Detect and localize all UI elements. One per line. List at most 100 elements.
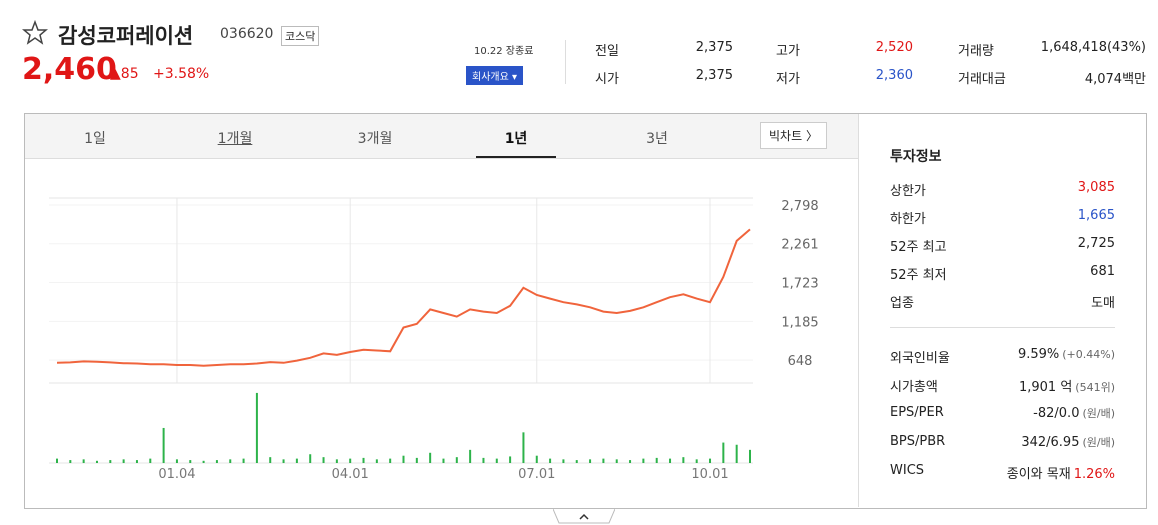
volume-bar bbox=[709, 458, 712, 463]
price-line bbox=[56, 228, 751, 367]
volume-bar bbox=[415, 457, 418, 463]
volume-bar bbox=[615, 459, 618, 463]
invest-number: 681 bbox=[1090, 264, 1115, 279]
invest-extra: (+0.44%) bbox=[1062, 348, 1115, 361]
volume-bar bbox=[562, 459, 565, 463]
invest-row: BPS/PBR 342/6.95 (원/배) bbox=[890, 434, 1115, 450]
tab[interactable]: 1년 bbox=[504, 131, 528, 147]
volume-bar bbox=[522, 432, 525, 463]
volume-bar bbox=[589, 459, 592, 463]
volume-bar bbox=[309, 454, 312, 463]
invest-value: 681 bbox=[1090, 264, 1115, 283]
quote-value: 4,074백만 bbox=[1084, 72, 1146, 87]
volume-bar bbox=[669, 458, 672, 463]
invest-number: 9.59% bbox=[1017, 347, 1060, 362]
quote-value: 2,375 bbox=[695, 40, 733, 55]
company-button[interactable]: 회사개요 ▾ bbox=[466, 66, 524, 85]
invest-title: 투자정보 bbox=[890, 149, 942, 165]
price: 2,460 bbox=[22, 52, 117, 87]
volume-bar bbox=[242, 458, 245, 463]
invest-value: 도매 bbox=[1091, 292, 1115, 311]
invest-value: 3,085 bbox=[1078, 180, 1115, 199]
divider bbox=[858, 114, 859, 507]
market-status: 10.22 장종료 bbox=[474, 46, 534, 57]
invest-label: 외국인비율 bbox=[890, 351, 950, 366]
invest-label: 상한가 bbox=[890, 184, 926, 199]
quote-value: 2,360 bbox=[875, 68, 913, 83]
invest-value: 2,725 bbox=[1078, 236, 1115, 255]
y-tick-label: 1,185 bbox=[781, 315, 818, 330]
quote-label: 거래대금 bbox=[958, 72, 1006, 87]
volume-bar bbox=[282, 459, 285, 463]
change: ▲85 bbox=[110, 66, 139, 82]
tab[interactable]: 3년 bbox=[646, 131, 668, 147]
volume-bar bbox=[162, 427, 165, 463]
market-badge: 코스닥 bbox=[281, 26, 320, 46]
divider bbox=[890, 327, 1115, 328]
quote-value: 2,520 bbox=[875, 40, 913, 55]
x-tick-label: 01.04 bbox=[158, 467, 195, 482]
invest-row: 업종 도매 bbox=[890, 292, 1115, 311]
volume-bar bbox=[122, 459, 125, 463]
divider bbox=[565, 40, 566, 84]
quote-label: 고가 bbox=[776, 44, 800, 59]
volume-bar bbox=[229, 459, 232, 463]
invest-label: 52주 최저 bbox=[890, 268, 947, 283]
invest-value: 1,665 bbox=[1078, 208, 1115, 227]
volume-bar bbox=[535, 455, 538, 463]
invest-value: -82/0.0 (원/배) bbox=[1033, 405, 1115, 421]
collapse-button[interactable] bbox=[553, 509, 615, 525]
volume-bar bbox=[255, 392, 258, 463]
y-tick-label: 2,798 bbox=[781, 199, 818, 214]
volume-bar bbox=[482, 457, 485, 463]
stock-code: 036620 bbox=[220, 26, 274, 42]
change-value: 85 bbox=[120, 66, 139, 82]
tab[interactable]: 1개월 bbox=[217, 131, 253, 147]
volume-bar bbox=[682, 457, 685, 463]
invest-number: 1,665 bbox=[1077, 208, 1115, 223]
tab[interactable]: 1일 bbox=[84, 131, 106, 147]
volume-bar bbox=[175, 459, 178, 463]
chart-box bbox=[24, 113, 1147, 509]
tab-bar bbox=[25, 114, 858, 159]
volume-bar bbox=[695, 459, 698, 463]
invest-row: EPS/PER -82/0.0 (원/배) bbox=[890, 405, 1115, 421]
invest-row: WICS 종이와 목재 1.26% bbox=[890, 463, 1115, 482]
invest-row: 52주 최고 2,725 bbox=[890, 236, 1115, 255]
x-tick-label: 04.01 bbox=[332, 467, 369, 482]
company-button-label: 회사개요 bbox=[472, 72, 509, 83]
invest-row: 상한가 3,085 bbox=[890, 180, 1115, 199]
change-pct: +3.58% bbox=[153, 66, 210, 82]
favorite-star[interactable] bbox=[22, 20, 48, 46]
volume-bar bbox=[402, 455, 405, 463]
volume-bar bbox=[215, 460, 218, 463]
invest-value: 종이와 목재 1.26% bbox=[1007, 463, 1115, 482]
x-tick-label: 10.01 bbox=[691, 467, 728, 482]
invest-label: 시가총액 bbox=[890, 380, 938, 395]
volume-bar bbox=[722, 442, 725, 463]
volume-bar bbox=[375, 459, 378, 463]
volume-bar bbox=[629, 460, 632, 463]
invest-row: 외국인비율 9.59% (+0.44%) bbox=[890, 347, 1115, 366]
volume-bar bbox=[82, 459, 85, 463]
volume-bar bbox=[509, 456, 512, 463]
tab-underline bbox=[476, 156, 556, 158]
quote-label: 전일 bbox=[595, 44, 619, 59]
invest-extra: 1.26% bbox=[1073, 467, 1115, 482]
volume-bar bbox=[655, 457, 658, 463]
y-tick-label: 648 bbox=[788, 354, 813, 369]
tab[interactable]: 3개월 bbox=[357, 131, 393, 147]
volume-bar bbox=[69, 460, 72, 463]
big-chart-label: 빅차트 bbox=[769, 129, 803, 143]
big-chart-button[interactable]: 빅차트 〉 bbox=[760, 122, 827, 149]
invest-number: 1,901 억 bbox=[1018, 380, 1073, 395]
invest-label: 하한가 bbox=[890, 212, 926, 227]
invest-number: 3,085 bbox=[1077, 180, 1115, 195]
volume-bar bbox=[362, 457, 365, 463]
invest-number: 도매 bbox=[1091, 296, 1115, 311]
invest-label: BPS/PBR bbox=[890, 434, 946, 449]
invest-label: WICS bbox=[890, 463, 925, 478]
volume-bar bbox=[295, 458, 298, 463]
volume-bar bbox=[495, 458, 498, 463]
quote-value: 2,375 bbox=[695, 68, 733, 83]
